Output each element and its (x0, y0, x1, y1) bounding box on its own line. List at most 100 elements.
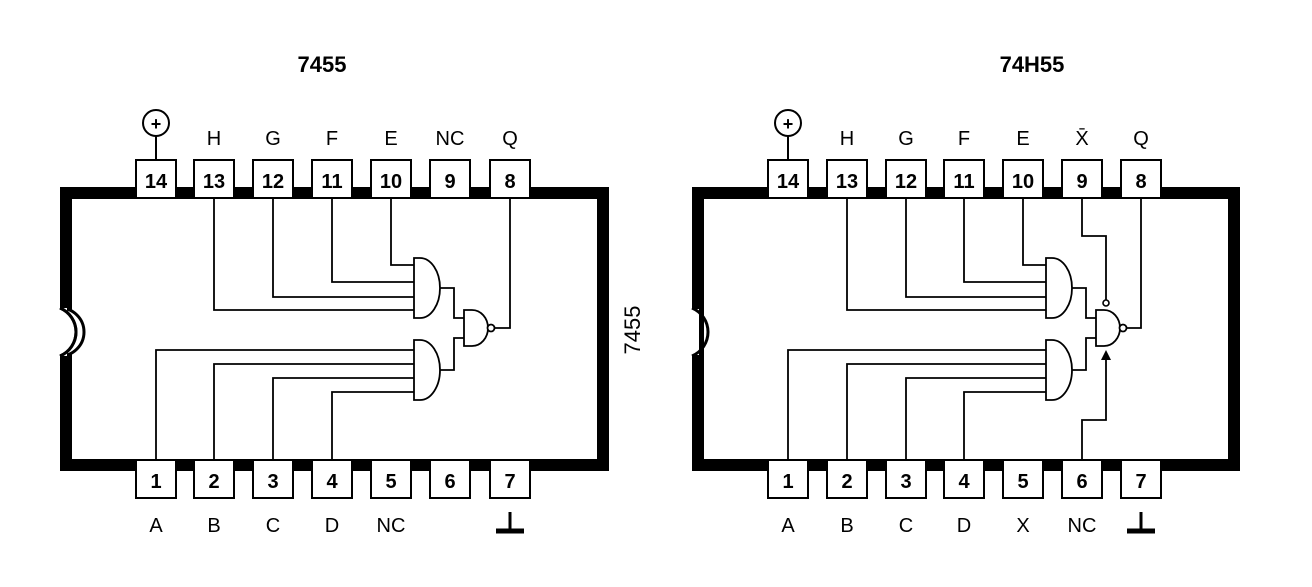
pin-4-number: 4 (326, 471, 338, 493)
pin-6 (429, 459, 471, 499)
pin-13-number: 13 (836, 171, 858, 193)
chip-7455-bottom-pins: 1 2 3 4 5 6 7 (135, 459, 531, 499)
pin-3-number: 3 (900, 471, 911, 493)
pin-6-number: 6 (1076, 471, 1087, 493)
pin-8 (1120, 159, 1162, 199)
pin-10-number: 10 (1012, 171, 1034, 193)
pin-5-label: NC (377, 515, 406, 537)
pin-9-number: 9 (444, 171, 455, 193)
pin-4 (311, 459, 353, 499)
chip-7455-wiring (155, 198, 511, 460)
pin-8-label: Q (1133, 128, 1149, 150)
pin-12-label: G (265, 128, 281, 150)
chip-74H55-body (692, 187, 1240, 471)
pin-13-label: H (840, 128, 854, 150)
chip-7455-top-pins: 14 13 12 11 10 9 8 (135, 159, 531, 199)
pin-5-label: X (1016, 515, 1029, 537)
pin-2-label: B (207, 515, 220, 537)
pin-4-label: D (957, 515, 971, 537)
chip-7455-body (60, 187, 609, 471)
pin-7-number: 7 (504, 471, 515, 493)
pin-11 (311, 159, 353, 199)
pin-2 (826, 459, 868, 499)
pin-6-label: NC (1068, 515, 1097, 537)
pin-1-label: A (149, 515, 163, 537)
pin-13 (826, 159, 868, 199)
pin-11 (943, 159, 985, 199)
nor-gate (463, 309, 489, 347)
pin-1-number: 1 (782, 471, 793, 493)
chip-7455: 7455 14 13 12 11 10 9 8 + H G (53, 52, 645, 537)
pin-14-number: 14 (145, 171, 168, 193)
chip-74H55-top-pins: 14 13 12 11 10 9 8 (767, 159, 1162, 199)
pin-13-label: H (207, 128, 221, 150)
pin-12-label: G (898, 128, 914, 150)
pin-11-label: F (326, 128, 338, 150)
pin-1-label: A (781, 515, 795, 537)
pin-11-number: 11 (321, 171, 342, 193)
pin-2-label: B (840, 515, 853, 537)
and-gate-lower (413, 339, 441, 401)
pin-9-label: NC (436, 128, 465, 150)
chip-74H55: 74H55 14 13 12 11 10 9 8 + H G F E X̄ (685, 52, 1240, 537)
expander-arrow-icon (1101, 350, 1111, 360)
pin-9-label: X̄ (1075, 127, 1088, 150)
pin-7-number: 7 (1135, 471, 1146, 493)
chip-74H55-wiring (787, 198, 1142, 460)
pin-2-number: 2 (841, 471, 852, 493)
pin-3-label: C (266, 515, 280, 537)
chip-74H55-title: 74H55 (1000, 52, 1065, 77)
ground-icon (496, 512, 524, 534)
vcc-plus-label: + (151, 114, 162, 134)
pin-2 (193, 459, 235, 499)
pin-10-number: 10 (380, 171, 402, 193)
pin-8-label: Q (502, 128, 518, 150)
nor-gate (1095, 309, 1121, 347)
pin-11-number: 11 (953, 171, 974, 193)
pin-13 (193, 159, 235, 199)
pin-7 (489, 459, 531, 499)
pin-10 (1002, 159, 1044, 199)
pin-1-number: 1 (150, 471, 161, 493)
pin-3-label: C (899, 515, 913, 537)
pin-9 (429, 159, 471, 199)
pin-8 (489, 159, 531, 199)
and-gate-upper (1045, 257, 1073, 319)
pin-11-label: F (958, 128, 970, 150)
chip-74H55-notch (691, 306, 710, 358)
pin-7 (1120, 459, 1162, 499)
ground-icon (1127, 512, 1155, 534)
pin-10-label: E (384, 128, 397, 150)
pin-2-number: 2 (208, 471, 219, 493)
pin-5 (1002, 459, 1044, 499)
pin-4-number: 4 (958, 471, 970, 493)
pin-8-number: 8 (504, 171, 515, 193)
and-gate-lower (1045, 339, 1073, 401)
pin-14-number: 14 (777, 171, 800, 193)
pin-5-number: 5 (1017, 471, 1028, 493)
chip-7455-title: 7455 (298, 52, 347, 77)
and-gate-upper (413, 257, 441, 319)
pin-4 (943, 459, 985, 499)
pin-12-number: 12 (895, 171, 917, 193)
pin-12-number: 12 (262, 171, 284, 193)
pin-4-label: D (325, 515, 339, 537)
expander-bubble (1102, 299, 1110, 307)
pin-6-number: 6 (444, 471, 455, 493)
pin-10-label: E (1016, 128, 1029, 150)
pin-14 (135, 159, 177, 199)
pin-3 (885, 459, 927, 499)
vcc-plus-label: + (783, 114, 794, 134)
pin-1 (135, 459, 177, 499)
pin-3-number: 3 (267, 471, 278, 493)
pin-9 (1061, 159, 1103, 199)
chip-74H55-bottom-pins: 1 2 3 4 5 6 7 (767, 459, 1162, 499)
pin-9-number: 9 (1076, 171, 1087, 193)
pin-14 (767, 159, 809, 199)
pin-5-number: 5 (385, 471, 396, 493)
pin-13-number: 13 (203, 171, 225, 193)
pin-8-number: 8 (1135, 171, 1146, 193)
pin-10 (370, 159, 412, 199)
pin-5 (370, 459, 412, 499)
